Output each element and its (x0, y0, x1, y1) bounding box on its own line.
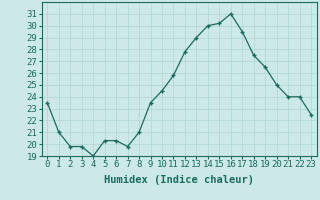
X-axis label: Humidex (Indice chaleur): Humidex (Indice chaleur) (104, 175, 254, 185)
